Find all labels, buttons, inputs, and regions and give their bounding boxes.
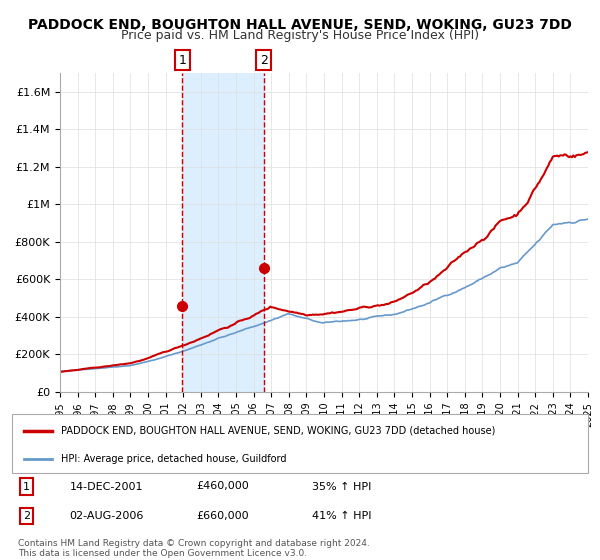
- Text: Price paid vs. HM Land Registry's House Price Index (HPI): Price paid vs. HM Land Registry's House …: [121, 29, 479, 42]
- Text: 35% ↑ HPI: 35% ↑ HPI: [311, 482, 371, 492]
- Text: £460,000: £460,000: [196, 482, 249, 492]
- Bar: [182, 73, 264, 392]
- FancyBboxPatch shape: [12, 414, 588, 473]
- Text: 02-AUG-2006: 02-AUG-2006: [70, 511, 144, 521]
- Text: HPI: Average price, detached house, Guildford: HPI: Average price, detached house, Guil…: [61, 454, 286, 464]
- Text: Contains HM Land Registry data © Crown copyright and database right 2024.
This d: Contains HM Land Registry data © Crown c…: [18, 539, 370, 558]
- Text: 1: 1: [178, 54, 186, 67]
- Text: 1: 1: [23, 482, 30, 492]
- Text: 41% ↑ HPI: 41% ↑ HPI: [311, 511, 371, 521]
- Text: PADDOCK END, BOUGHTON HALL AVENUE, SEND, WOKING, GU23 7DD: PADDOCK END, BOUGHTON HALL AVENUE, SEND,…: [28, 18, 572, 32]
- Text: 14-DEC-2001: 14-DEC-2001: [70, 482, 143, 492]
- Text: 2: 2: [260, 54, 268, 67]
- Text: £660,000: £660,000: [196, 511, 249, 521]
- Text: 2: 2: [23, 511, 30, 521]
- Text: PADDOCK END, BOUGHTON HALL AVENUE, SEND, WOKING, GU23 7DD (detached house): PADDOCK END, BOUGHTON HALL AVENUE, SEND,…: [61, 426, 496, 436]
